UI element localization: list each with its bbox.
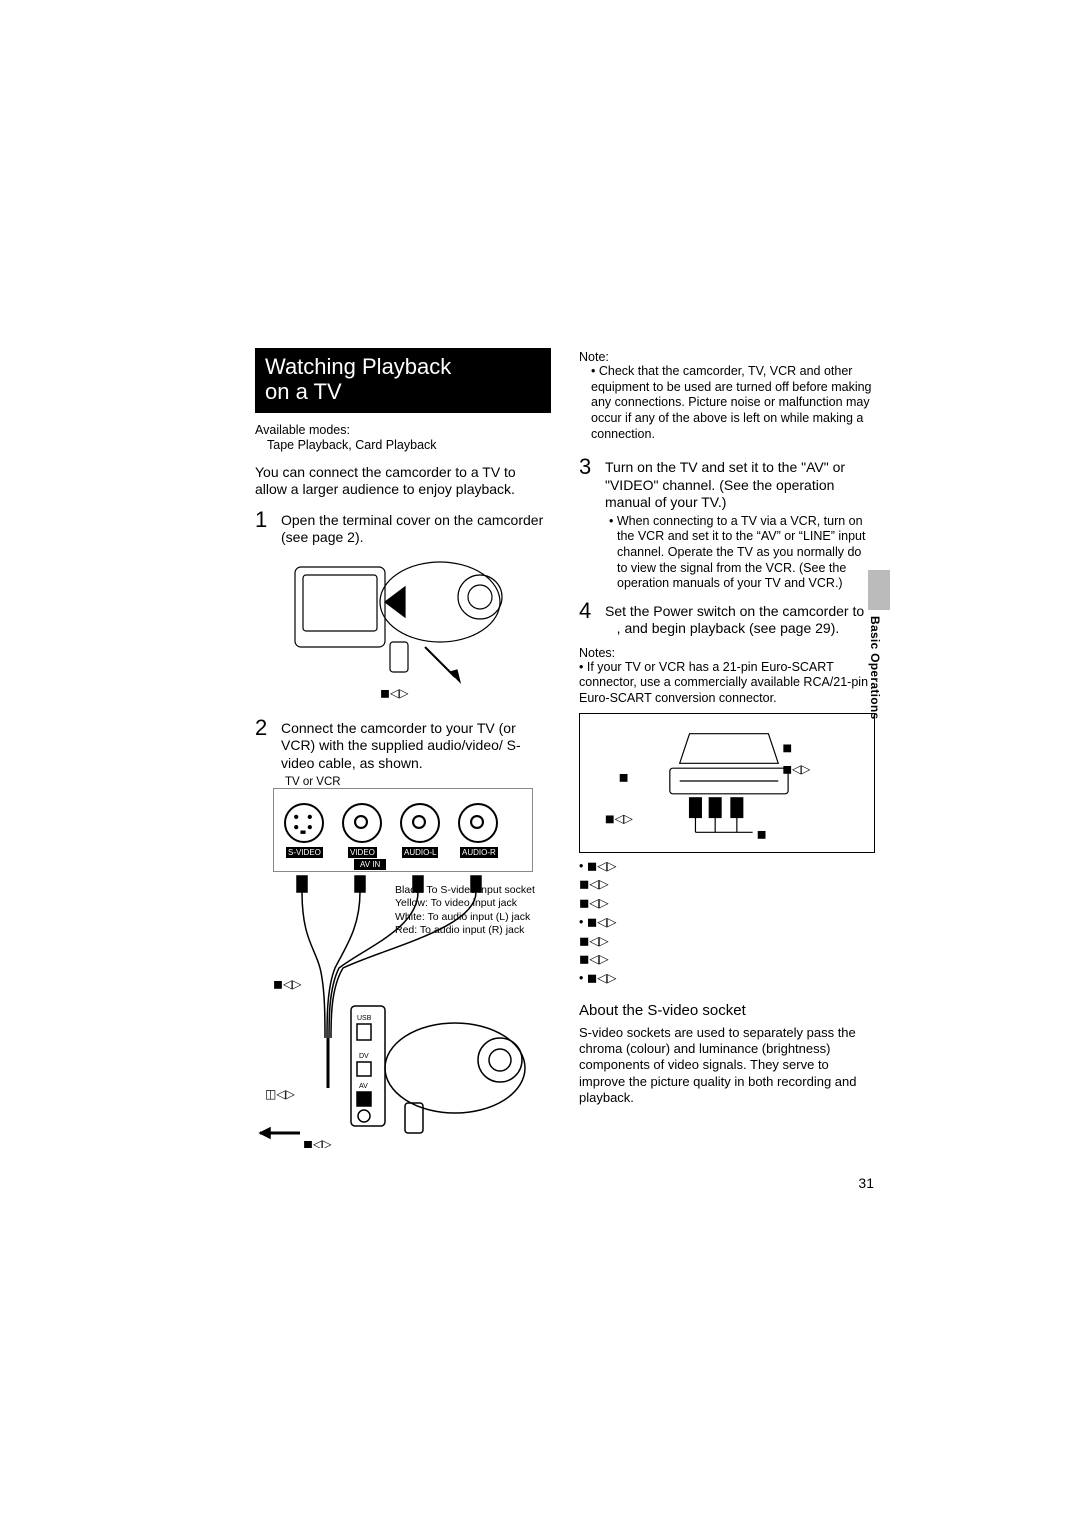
svg-text:USB: USB bbox=[357, 1015, 372, 1022]
scart-illustration: ◼ ◼◁▷ ◼ ◼◁▷ ◼ bbox=[580, 714, 874, 852]
glyph-r2: ◼◁▷ bbox=[579, 875, 875, 894]
svideo-text: S-video sockets are used to separately p… bbox=[579, 1025, 875, 1106]
step-2-text: Connect the camcorder to your TV (or VCR… bbox=[281, 717, 551, 773]
svg-text:◼: ◼ bbox=[619, 770, 629, 784]
manual-page: Basic Operations 31 Watching Playback on… bbox=[0, 0, 1080, 1528]
step-3-number: 3 bbox=[579, 456, 597, 512]
svg-text:◫◁▷: ◫◁▷ bbox=[265, 1087, 296, 1101]
step-3-sub: • When connecting to a TV via a VCR, tur… bbox=[579, 514, 875, 592]
glyph-r7: • ◼◁▷ bbox=[579, 969, 875, 988]
right-column: Note: • Check that the camcorder, TV, VC… bbox=[579, 348, 875, 1148]
glyph-r5: ◼◁▷ bbox=[579, 932, 875, 951]
glyph-r3: ◼◁▷ bbox=[579, 894, 875, 913]
glyph-list: • ◼◁▷ ◼◁▷ ◼◁▷ • ◼◁▷ ◼◁▷ ◼◁▷ • ◼◁▷ bbox=[579, 857, 875, 988]
step-1: 1 Open the terminal cover on the camcord… bbox=[255, 509, 551, 547]
available-modes-label: Available modes: bbox=[255, 423, 551, 439]
svg-text:◼: ◼ bbox=[782, 740, 792, 754]
svg-text:AV: AV bbox=[359, 1083, 368, 1090]
left-column: Watching Playback on a TV Available mode… bbox=[255, 348, 551, 1148]
title-line-2: on a TV bbox=[265, 379, 541, 404]
svideo-heading: About the S-video socket bbox=[579, 1002, 875, 1019]
connection-cables: USB DV AV ◼◁ bbox=[255, 788, 551, 1148]
step-4: 4 Set the Power switch on the camcorder … bbox=[579, 600, 875, 638]
svg-text:◼◁▷: ◼◁▷ bbox=[273, 977, 302, 991]
svg-text:◼◁▷: ◼◁▷ bbox=[380, 686, 409, 700]
svg-text:◼◁▷: ◼◁▷ bbox=[303, 1137, 332, 1148]
step-2-number: 2 bbox=[255, 717, 273, 773]
step-2: 2 Connect the camcorder to your TV (or V… bbox=[255, 717, 551, 773]
svg-text:DV: DV bbox=[359, 1053, 369, 1060]
figure-connection: S-VIDEO VIDEO AUDIO-L AUDIO-R AV IN Blac… bbox=[255, 788, 551, 1148]
note-label-top: Note: bbox=[579, 350, 875, 364]
glyph-r1: • ◼◁▷ bbox=[579, 857, 875, 876]
intro-text: You can connect the camcorder to a TV to… bbox=[255, 464, 551, 499]
step-4-number: 4 bbox=[579, 600, 597, 638]
page-content: Watching Playback on a TV Available mode… bbox=[255, 348, 875, 1148]
tv-or-vcr-label: TV or VCR bbox=[285, 776, 551, 788]
step-3-text: Turn on the TV and set it to the "AV" or… bbox=[605, 456, 875, 512]
title-line-1: Watching Playback bbox=[265, 354, 541, 379]
glyph-r4: • ◼◁▷ bbox=[579, 913, 875, 932]
figure-scart: ◼ ◼◁▷ ◼ ◼◁▷ ◼ bbox=[579, 713, 875, 853]
step-4-text: Set the Power switch on the camcorder to… bbox=[605, 600, 875, 638]
svg-text:◼: ◼ bbox=[757, 827, 767, 841]
camcorder-illustration: ◼◁▷ bbox=[255, 547, 551, 707]
svg-text:◼◁▷: ◼◁▷ bbox=[782, 762, 811, 776]
glyph-r6: ◼◁▷ bbox=[579, 950, 875, 969]
step-1-text: Open the terminal cover on the camcorder… bbox=[281, 509, 551, 547]
figure-camcorder-open: ◼◁▷ bbox=[255, 547, 551, 707]
page-number: 31 bbox=[858, 1175, 874, 1191]
step-3: 3 Turn on the TV and set it to the "AV" … bbox=[579, 456, 875, 512]
step-1-number: 1 bbox=[255, 509, 273, 547]
section-title: Watching Playback on a TV bbox=[255, 348, 551, 413]
svg-text:◼◁▷: ◼◁▷ bbox=[605, 811, 634, 825]
notes-label-bottom: Notes: bbox=[579, 646, 875, 660]
note-text-top: • Check that the camcorder, TV, VCR and … bbox=[579, 364, 875, 442]
available-modes-value: Tape Playback, Card Playback bbox=[255, 438, 551, 454]
notes-text-bottom: • If your TV or VCR has a 21-pin Euro-SC… bbox=[579, 660, 875, 707]
